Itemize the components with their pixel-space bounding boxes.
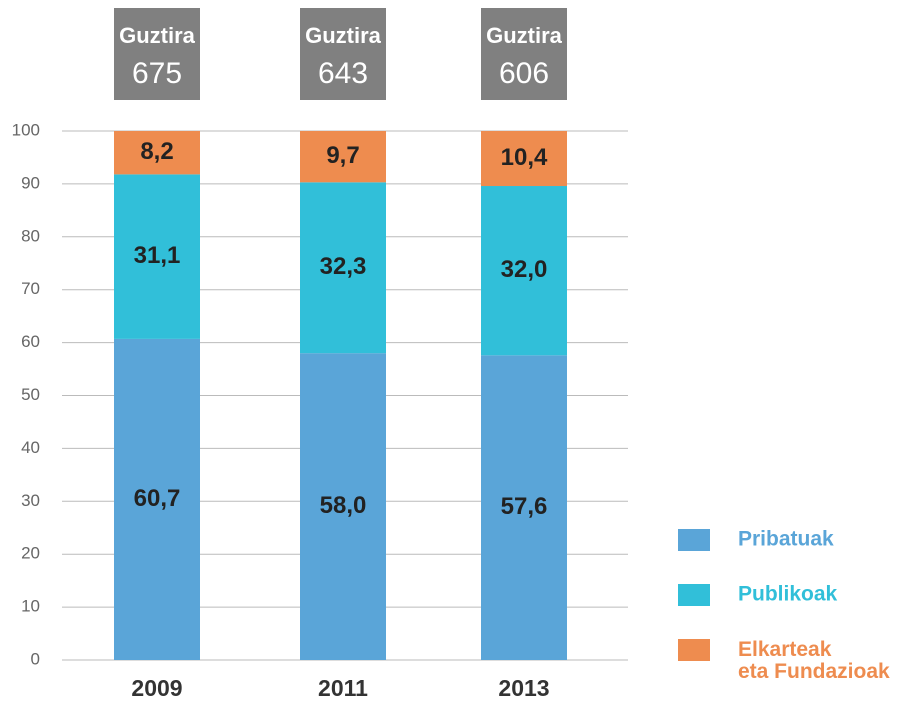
x-tick-label: 2013 <box>498 675 549 701</box>
total-value: 675 <box>132 57 182 90</box>
bar-segment <box>300 131 386 183</box>
y-tick-label: 90 <box>21 173 40 192</box>
total-box <box>300 8 386 100</box>
x-tick-label: 2009 <box>131 675 182 701</box>
value-label: 58,0 <box>320 492 367 519</box>
y-tick-label: 0 <box>31 649 40 668</box>
total-box <box>114 8 200 100</box>
legend-label: Pribatuak <box>738 528 834 551</box>
bar-segment <box>300 182 386 354</box>
bar-segment <box>481 131 567 187</box>
y-tick-label: 100 <box>12 120 40 139</box>
legend-label: Elkarteak eta Fundazioak <box>738 638 890 683</box>
value-label: 60,7 <box>134 485 181 512</box>
legend-swatch <box>678 584 710 606</box>
total-label: Guztira <box>119 23 196 48</box>
value-label: 31,1 <box>134 242 181 269</box>
value-label: 8,2 <box>140 138 173 165</box>
total-label: Guztira <box>305 23 382 48</box>
y-tick-label: 80 <box>21 226 40 245</box>
total-value: 643 <box>318 57 368 90</box>
legend-swatch <box>678 639 710 661</box>
value-label: 10,4 <box>501 144 548 171</box>
total-value: 606 <box>499 57 549 90</box>
y-tick-label: 50 <box>21 385 40 404</box>
legend-swatch <box>678 529 710 551</box>
value-label: 57,6 <box>501 493 548 520</box>
y-tick-label: 70 <box>21 279 40 298</box>
total-box <box>481 8 567 100</box>
value-label: 32,0 <box>501 256 548 283</box>
y-tick-label: 10 <box>21 597 40 616</box>
y-tick-label: 30 <box>21 491 40 510</box>
bar-segment <box>481 355 567 660</box>
y-tick-label: 60 <box>21 332 40 351</box>
y-tick-label: 40 <box>21 438 40 457</box>
bar-segment <box>114 338 200 660</box>
bar-segment <box>114 174 200 339</box>
x-tick-label: 2011 <box>318 675 368 701</box>
bar-segment <box>481 186 567 356</box>
legend-label: Publikoak <box>738 583 838 606</box>
value-label: 9,7 <box>326 142 359 169</box>
value-label: 32,3 <box>320 253 367 280</box>
bar-segment <box>114 131 200 175</box>
total-label: Guztira <box>486 23 563 48</box>
y-tick-label: 20 <box>21 544 40 563</box>
bar-segment <box>300 353 386 660</box>
